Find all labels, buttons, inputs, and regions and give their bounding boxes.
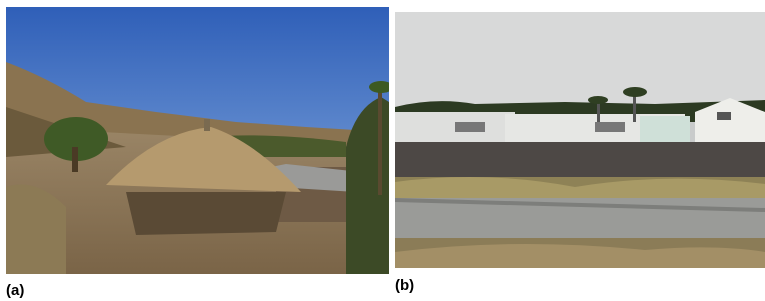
panel-label: (a) (6, 282, 24, 299)
figure: (a) (b) (() => { const data = JSON.parse… (0, 0, 765, 301)
panel-label: (b) (395, 277, 414, 294)
photo-a (6, 7, 389, 274)
photo-b (395, 12, 765, 268)
